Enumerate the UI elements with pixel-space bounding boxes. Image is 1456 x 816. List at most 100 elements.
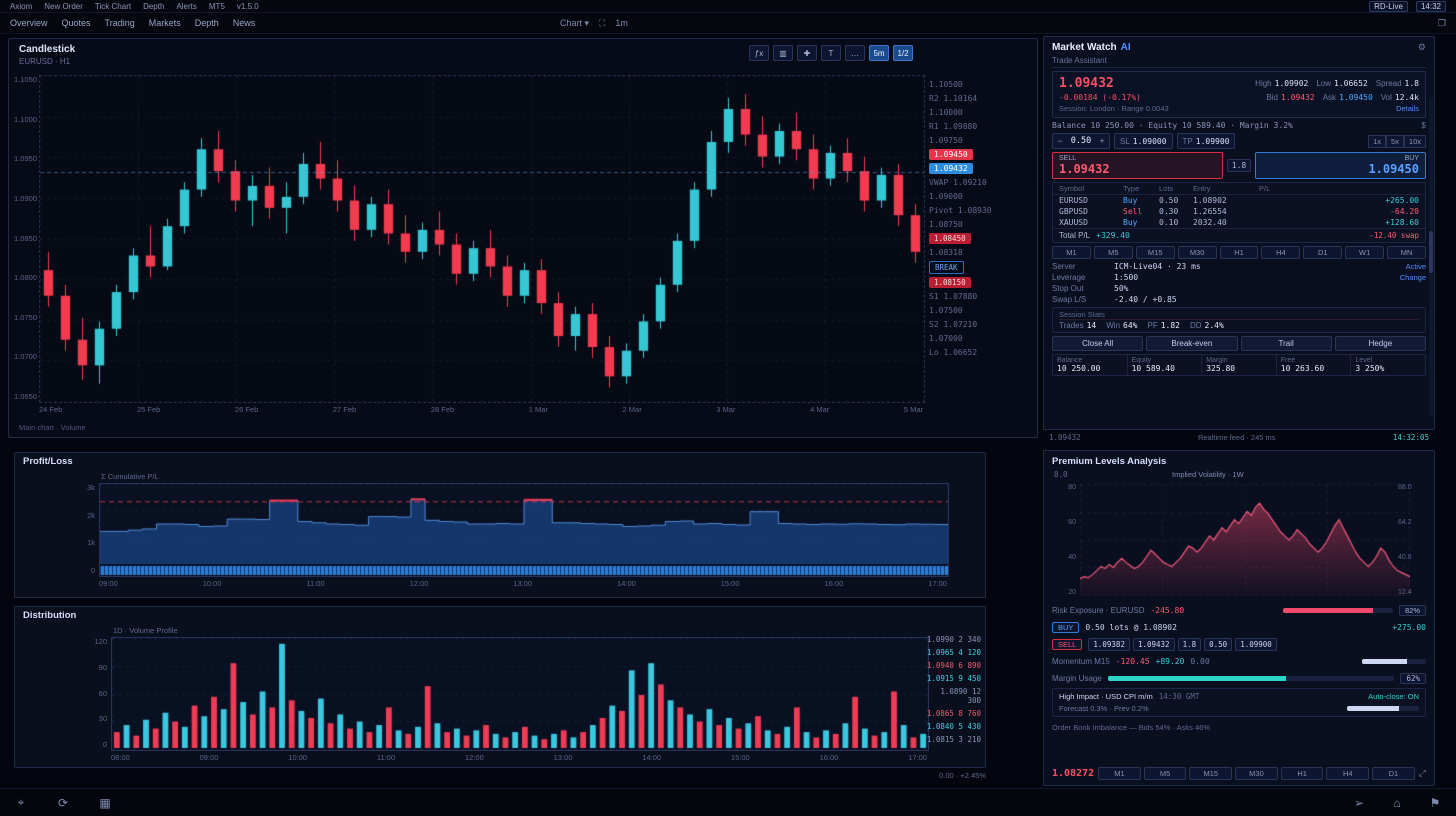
timeframe-button[interactable]: M5 xyxy=(1093,246,1133,259)
cell: 1.26554 xyxy=(1193,207,1227,216)
toolbar-item[interactable]: Overview xyxy=(10,18,48,28)
multiplier-button[interactable]: 5x xyxy=(1385,134,1404,148)
quick-cell[interactable]: 1.09432 xyxy=(1132,637,1175,651)
table-row[interactable]: EURUSD Buy 0.50 1.08902 +265.00 xyxy=(1053,195,1425,206)
expand-icon[interactable]: ⤢ xyxy=(1418,768,1426,778)
timeframe-button[interactable]: H4 xyxy=(1261,246,1301,259)
lots-minus-button[interactable]: − xyxy=(1053,136,1067,146)
flag-icon[interactable]: ⚑ xyxy=(1429,795,1441,810)
news-autoclose[interactable]: Auto-close: ON xyxy=(1368,692,1419,701)
quick-side-chip[interactable]: SELL xyxy=(1052,638,1083,650)
lots-plus-button[interactable]: + xyxy=(1095,136,1109,146)
scrollbar-thumb[interactable] xyxy=(1429,231,1433,274)
send-icon[interactable]: ➢ xyxy=(1353,795,1365,810)
price-level-tag-blue[interactable]: 1.09432 xyxy=(929,163,973,174)
timeframe-button[interactable]: D1 xyxy=(1303,246,1343,259)
home-icon[interactable]: ⌂ xyxy=(1393,795,1401,810)
action-button[interactable]: Trail xyxy=(1240,336,1332,351)
more-tools-button[interactable]: … xyxy=(845,45,865,61)
toolbar-item[interactable]: Depth xyxy=(194,18,219,28)
toolbar-item[interactable]: News xyxy=(232,18,256,28)
quick-cell[interactable]: 1.09382 xyxy=(1088,637,1130,651)
toolbar-center-item[interactable]: Chart ▾ xyxy=(560,17,590,28)
open-position-row[interactable]: BUY 0.50 lots @ 1.08902 +275.00 xyxy=(1052,620,1426,634)
menubar-badge[interactable]: RD-Live xyxy=(1369,0,1408,12)
price-level-chip-outline[interactable]: BREAK xyxy=(929,261,964,274)
price-level-chip-red[interactable]: 1.08150 xyxy=(929,277,971,288)
x-tick: 10:00 xyxy=(202,579,222,588)
price-level-chip-red[interactable]: 1.08450 xyxy=(929,233,971,244)
multiplier-button[interactable]: 1x xyxy=(1368,134,1386,148)
table-row[interactable]: GBPUSD Sell 0.30 1.26554 -64.20 xyxy=(1053,206,1425,217)
profit-loss-chart[interactable] xyxy=(99,483,949,577)
lots-value: 0.50 xyxy=(1070,136,1092,146)
toolbar-item[interactable]: Markets xyxy=(148,18,181,28)
split-view-button[interactable]: 1/2 xyxy=(893,45,913,61)
premium-timeframe-button[interactable]: H1 xyxy=(1280,767,1324,780)
lots-stepper[interactable]: − 0.50 + xyxy=(1052,133,1110,149)
menu-item[interactable]: MT5 xyxy=(208,1,225,11)
statusbar: ⌖ ⟳ ▦ ➢ ⌂ ⚑ xyxy=(0,788,1456,816)
premium-timeframe-button[interactable]: M1 xyxy=(1098,767,1141,780)
text-tool-button[interactable]: T xyxy=(821,45,841,61)
menu-item[interactable]: New Order xyxy=(44,1,83,11)
premium-timeframe-button[interactable]: M5 xyxy=(1143,767,1187,780)
timeframe-button[interactable]: M30 xyxy=(1177,246,1217,259)
momentum-neutral: 0.00 xyxy=(1190,656,1210,666)
indicators-button[interactable]: ƒx xyxy=(749,45,769,61)
stop-loss-field[interactable]: SL 1.09000 xyxy=(1114,133,1173,149)
gear-icon[interactable]: ⚙ xyxy=(1417,42,1426,52)
timeframe-button[interactable]: 5m xyxy=(869,45,889,61)
candlestick-chart[interactable] xyxy=(39,75,925,403)
toolbar-item[interactable]: Quotes xyxy=(61,18,91,28)
toolbar-center-item[interactable]: 1m xyxy=(615,18,628,28)
menu-item[interactable]: Alerts xyxy=(176,1,197,11)
window-layout-button[interactable]: ❐ xyxy=(1437,17,1446,28)
menu-item[interactable]: Axiom xyxy=(10,1,33,11)
action-button[interactable]: Hedge xyxy=(1334,336,1426,351)
chart-footer-tabs[interactable]: Main chart · Volume xyxy=(19,423,86,432)
y-tick: 20 xyxy=(1068,589,1076,596)
momentum-row: Momentum M15 -120.45 +89.20 0.00 xyxy=(1052,654,1426,668)
menu-item[interactable]: v1.5.0 xyxy=(236,1,259,11)
premium-timeframe-button[interactable]: H4 xyxy=(1326,767,1370,780)
quick-cell[interactable]: 1.8 xyxy=(1177,637,1202,651)
timeframe-button[interactable]: MN xyxy=(1387,246,1427,259)
info-action-link[interactable]: Active xyxy=(1405,262,1426,271)
menu-item[interactable]: Depth xyxy=(143,1,165,11)
locate-icon[interactable]: ⌖ xyxy=(17,795,25,809)
quick-cell[interactable]: 0.50 xyxy=(1204,637,1233,651)
timeframe-button[interactable]: W1 xyxy=(1345,246,1385,259)
quick-cell[interactable]: 1.09900 xyxy=(1235,637,1277,651)
price-level-tag-red[interactable]: 1.09450 xyxy=(929,149,973,160)
refresh-icon[interactable]: ⟳ xyxy=(57,795,69,810)
multiplier-button[interactable]: 10x xyxy=(1403,134,1426,148)
toolbar-center-item[interactable]: ⛶ xyxy=(599,17,606,28)
buy-button[interactable]: BUY 1.09450 xyxy=(1255,152,1427,179)
details-link[interactable]: Details xyxy=(1396,104,1419,113)
pl-legend: Σ Cumulative P/L xyxy=(101,472,159,481)
premium-timeframe-button[interactable]: M15 xyxy=(1189,767,1233,780)
table-row[interactable]: XAUUSD Buy 0.10 2032.40 +128.60 xyxy=(1053,217,1425,228)
info-action-link[interactable]: Change xyxy=(1399,273,1426,282)
menu-item[interactable]: Tick Chart xyxy=(94,1,132,11)
timeframe-button[interactable]: H1 xyxy=(1219,246,1259,259)
volatility-chart[interactable] xyxy=(1080,484,1410,596)
action-button[interactable]: Close All xyxy=(1052,336,1144,351)
take-profit-field[interactable]: TP 1.09900 xyxy=(1176,133,1236,149)
sell-button[interactable]: SELL 1.09432 xyxy=(1052,152,1223,179)
premium-timeframe-button[interactable]: M30 xyxy=(1235,767,1278,780)
chart-type-button[interactable]: ▥ xyxy=(773,45,793,61)
menubar-badge[interactable]: 14:32 xyxy=(1415,0,1446,12)
timeframe-button[interactable]: M15 xyxy=(1135,246,1175,259)
margin-pct: 62% xyxy=(1400,672,1426,684)
toolbar-item[interactable]: Trading xyxy=(104,18,135,28)
distribution-chart[interactable] xyxy=(111,637,929,751)
grid-icon[interactable]: ▦ xyxy=(99,795,111,810)
action-button[interactable]: Break-even xyxy=(1146,336,1238,351)
scrollbar[interactable] xyxy=(1429,97,1433,417)
x-tick: 17:00 xyxy=(928,579,947,588)
crosshair-button[interactable]: ✚ xyxy=(797,45,817,61)
premium-timeframe-button[interactable]: D1 xyxy=(1372,767,1415,780)
timeframe-button[interactable]: M1 xyxy=(1052,246,1091,259)
